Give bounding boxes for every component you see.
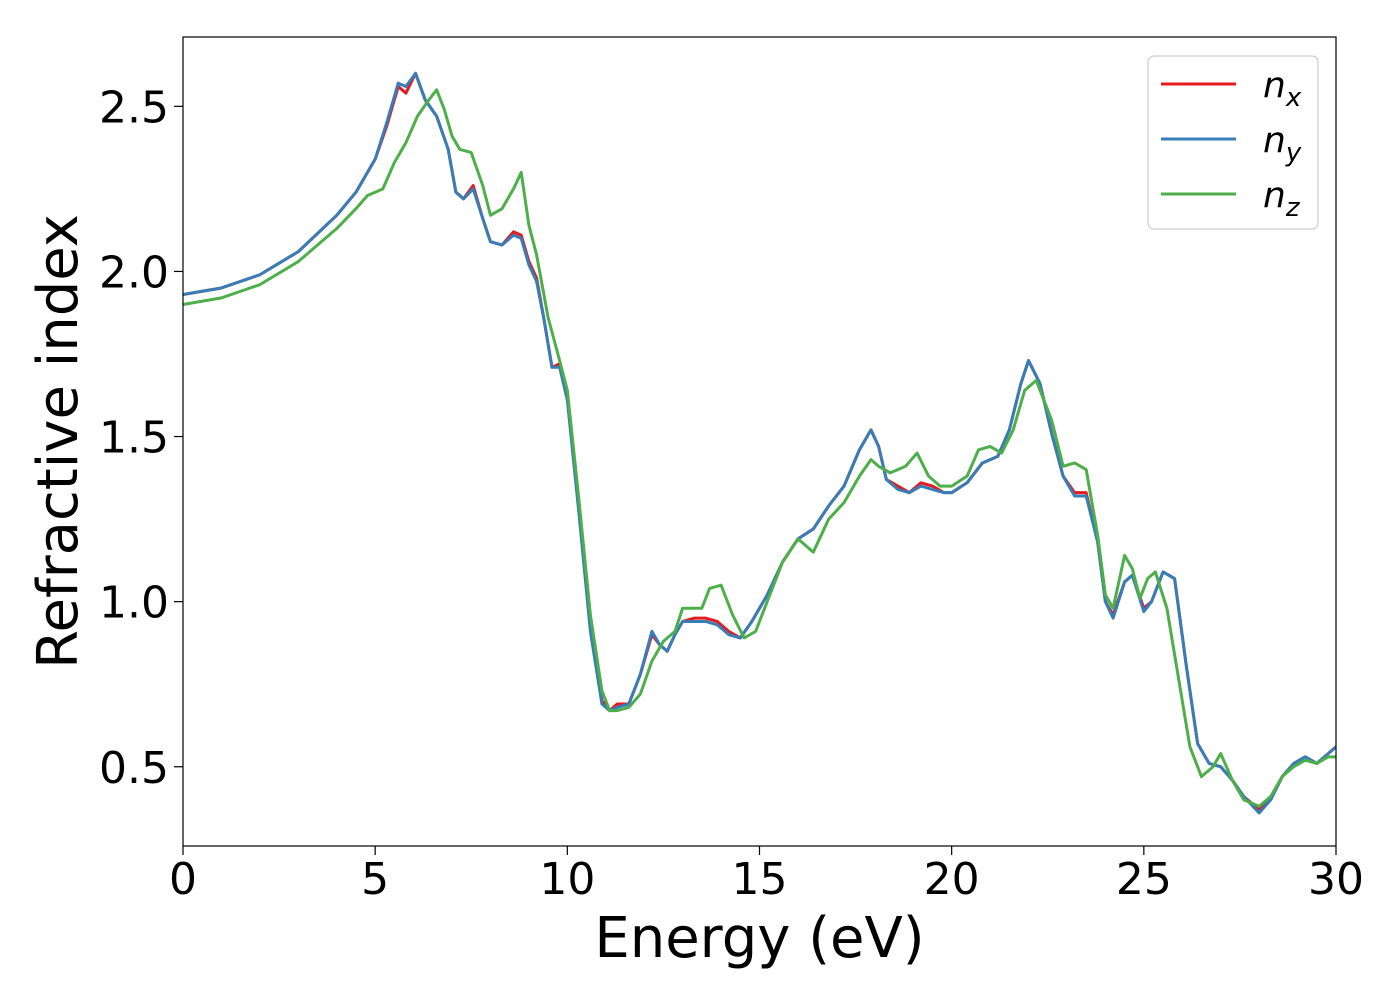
series-lines	[183, 71, 1336, 815]
x-tick-label: 25	[1116, 854, 1172, 905]
x-tick-label: 0	[169, 854, 197, 905]
axes: 0 5 10 15 20 25 30 0.5 1.0 1.5 2.0 2.5 Energy (eV) Re…	[26, 36, 1364, 971]
x-tick-label: 20	[924, 854, 980, 905]
y-tick-label: 2.0	[99, 247, 169, 298]
x-tick-label: 15	[732, 854, 788, 905]
series-line-z	[183, 88, 1336, 808]
legend-label-z: nz	[1263, 175, 1301, 223]
legend-label-x: nx	[1263, 65, 1302, 113]
legend-label-y: ny	[1263, 120, 1302, 168]
legend-box	[1147, 55, 1319, 230]
y-tick-label: 2.5	[99, 82, 169, 133]
y-axis-label: Refractive index	[26, 214, 91, 669]
legend: nx ny nz	[1147, 55, 1319, 230]
y-tick-label: 1.0	[99, 578, 169, 629]
y-tick-label: 0.5	[99, 743, 169, 794]
x-tick-label: 10	[539, 854, 595, 905]
x-tick-label: 5	[361, 854, 389, 905]
y-tick-label: 1.5	[99, 413, 169, 464]
x-tick-label: 30	[1308, 854, 1364, 905]
x-axis-label: Energy (eV)	[594, 906, 924, 971]
